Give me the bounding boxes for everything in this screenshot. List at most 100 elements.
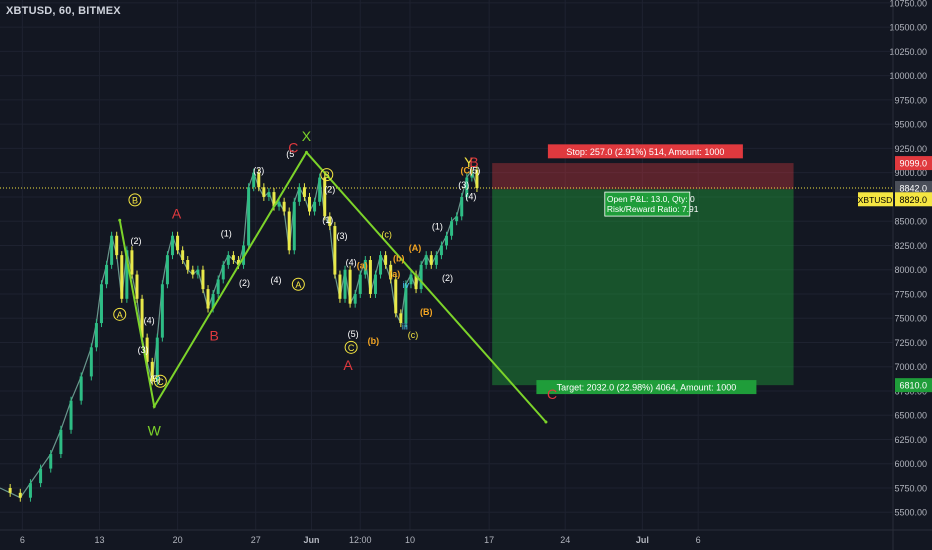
y-tick-label: 7750.00 (894, 289, 927, 299)
candle-body (363, 260, 367, 275)
wave-label: (2) (324, 185, 335, 195)
candle-body (389, 264, 393, 280)
grid-lines (0, 0, 893, 530)
y-tick-label: 7250.00 (894, 338, 927, 348)
candle-body (323, 177, 327, 217)
candle-body (140, 298, 144, 338)
candle-body (333, 226, 337, 275)
candle-body (277, 201, 281, 207)
wave-label: (b) (368, 336, 380, 346)
candle-body (399, 313, 403, 324)
candle-body (373, 274, 377, 294)
candle-body (201, 269, 205, 290)
candle-body (343, 269, 347, 299)
candle-body (206, 289, 210, 309)
wave-label: (5 (286, 149, 294, 159)
candle-body (313, 201, 317, 212)
wave-label: (a) (357, 260, 368, 270)
wave-label: C (157, 377, 164, 387)
target-price-tag: 6810.0 (899, 381, 927, 391)
wave-label: B (209, 328, 218, 344)
candle-body (211, 293, 215, 309)
candle-body (450, 221, 454, 236)
y-tick-label: 10000.00 (889, 71, 927, 81)
y-tick-label: 9250.00 (894, 144, 927, 154)
wave-label: (1) (322, 215, 333, 225)
wave-label: (3) (458, 180, 469, 190)
wave-label: C (348, 343, 355, 353)
wave-label: (4) (271, 275, 282, 285)
wave-label: (3) (336, 231, 347, 241)
time-axis[interactable]: 6 13 20 27 Jun 12:00 10 17 24 Jul 6 (0, 529, 932, 545)
candle-body (338, 274, 342, 299)
candle-body (394, 279, 398, 314)
wave-label: (c) (381, 229, 392, 239)
x-tick-label: 27 (251, 535, 261, 545)
x-tick-label: 12:00 (349, 535, 372, 545)
candle-body (231, 255, 235, 260)
y-tick-label: 5750.00 (894, 483, 927, 493)
chart-title: XBTUSD, 60, BITMEX (6, 5, 121, 17)
stop-label: Stop: 257.0 (2.91%) 514, Amount: 1000 (566, 147, 724, 157)
y-tick-label: 9000.00 (894, 168, 927, 178)
candle-body (242, 245, 246, 265)
y-tick-label: 10750.00 (889, 0, 927, 8)
wave-label: W (148, 423, 162, 439)
wave-label: (4) (465, 191, 476, 201)
x-tick-label: 20 (173, 535, 183, 545)
candle-body (155, 337, 159, 382)
y-tick-label: 10500.00 (889, 23, 927, 33)
stop-price-tag: 9099.0 (899, 159, 927, 169)
y-tick-label: 7500.00 (894, 314, 927, 324)
wave-label: B (469, 154, 478, 170)
wave-label: (3) (253, 165, 264, 175)
wave-label: Y (464, 154, 474, 170)
symbol-price-tag: 8829.0 (899, 195, 927, 205)
wave-line (118, 150, 547, 423)
symbol-price-tag-bg (895, 192, 932, 207)
y-tick-label: 6500.00 (894, 411, 927, 421)
candle-body (297, 187, 301, 202)
x-tick-label: Jun (304, 535, 320, 545)
wave-label-ring (320, 168, 334, 182)
candle-body (236, 260, 240, 265)
wave-label-ring (128, 193, 142, 207)
candle-body (216, 279, 220, 294)
price-tags: 9099.0 8842.0 6810.0 XBTUSD 8829.0 (858, 156, 932, 393)
wave-label: (A) (409, 243, 422, 253)
wave-path[interactable] (118, 150, 548, 424)
wave-label: A (172, 205, 182, 221)
candle-body (267, 192, 271, 197)
wave-label: (a) (389, 269, 400, 279)
candle-body (328, 216, 332, 227)
candle-body (130, 250, 134, 275)
candle-body (368, 260, 372, 294)
y-tick-label: 5500.00 (894, 508, 927, 518)
candle-body (120, 255, 124, 299)
position-tool[interactable]: Stop: 257.0 (2.91%) 514, Amount: 1000 Tar… (0, 144, 893, 395)
candle-body (409, 274, 413, 285)
candle-body (110, 235, 114, 265)
wave-label: iii (402, 321, 408, 331)
candle-body (434, 255, 438, 265)
wave-label: (4) (144, 316, 155, 326)
stop-label-box (547, 144, 743, 159)
candle-body (221, 264, 225, 280)
wave-label: X (302, 128, 312, 144)
symbol-tag: XBTUSD (858, 195, 892, 205)
candle-body (308, 196, 312, 212)
x-tick-label: Jul (636, 535, 649, 545)
pnl-text: Open P&L: 13.0, Qty: 0 (607, 194, 695, 204)
stop-zone (492, 163, 794, 190)
y-tick-label: 6000.00 (894, 459, 927, 469)
candle-body (419, 264, 423, 290)
pnl-box (604, 191, 691, 217)
candle-body (69, 400, 73, 430)
candle-body (348, 269, 352, 304)
wave-label: (1) (432, 222, 443, 232)
candle-body (247, 187, 251, 246)
y-tick-label: 7000.00 (894, 362, 927, 372)
candle-body (89, 347, 93, 377)
